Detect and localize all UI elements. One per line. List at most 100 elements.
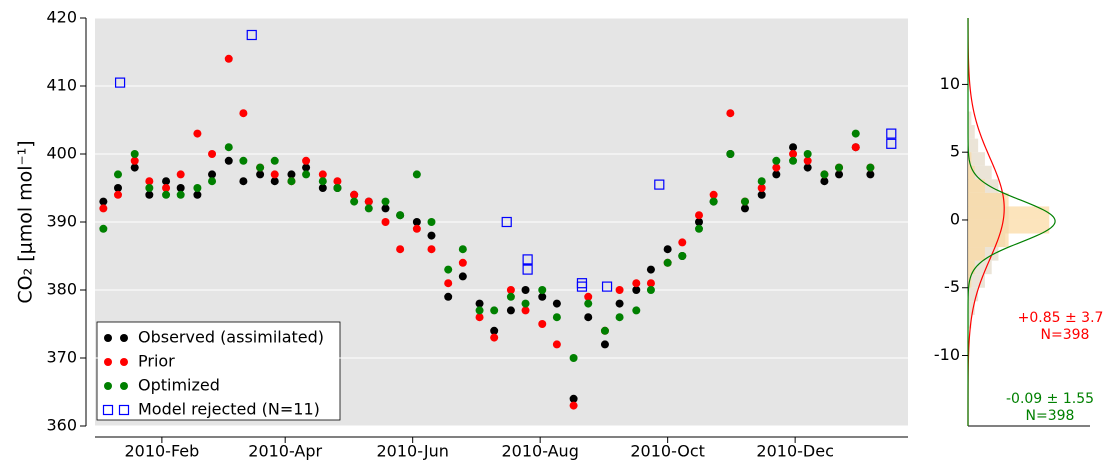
legend-marker (120, 382, 128, 390)
point (318, 184, 327, 192)
point (427, 245, 436, 254)
y-axis-label: CO₂ [μmol mol⁻¹] (15, 140, 37, 303)
point (820, 170, 829, 179)
point (412, 224, 421, 233)
point (678, 238, 687, 247)
point (224, 143, 233, 152)
point (538, 286, 547, 294)
point (521, 306, 530, 315)
point (113, 170, 122, 179)
y-tick-label: 380 (46, 280, 77, 299)
y-tick-label: 0 (950, 209, 960, 228)
legend-box (96, 321, 341, 421)
point (475, 299, 484, 308)
point (381, 197, 390, 206)
point (162, 184, 171, 192)
legend-label: Model rejected (N=11) (138, 400, 320, 419)
rejected-marker (114, 77, 126, 88)
point (458, 272, 467, 281)
point (709, 190, 718, 199)
histogram-bar (968, 314, 972, 329)
point (302, 170, 311, 179)
point (270, 170, 279, 179)
point (851, 129, 860, 138)
point (695, 218, 704, 226)
point (803, 163, 812, 172)
legend-marker (118, 404, 130, 416)
point (538, 292, 547, 301)
point (569, 394, 578, 403)
point (646, 265, 655, 274)
point (490, 306, 499, 315)
histogram-bar (968, 165, 975, 180)
point (145, 184, 154, 192)
point (475, 306, 484, 315)
point (239, 109, 248, 118)
point (866, 163, 875, 172)
point (396, 211, 405, 220)
count-label: N=398 (1026, 408, 1075, 424)
point (646, 286, 655, 294)
stats-label: -0.09 ± 1.55 (1006, 391, 1094, 407)
point (506, 286, 515, 294)
histogram-bar (968, 233, 1009, 248)
point (176, 190, 185, 199)
point (521, 299, 530, 308)
y-tick-label: -5 (944, 277, 960, 296)
point (287, 177, 296, 186)
point (789, 150, 798, 158)
point (444, 292, 453, 301)
point (584, 299, 593, 308)
point (615, 313, 624, 322)
y-tick-label: 360 (46, 416, 77, 435)
point (208, 170, 217, 179)
y-tick-label: 400 (46, 144, 77, 163)
point (427, 231, 436, 240)
histogram-bar (968, 125, 975, 139)
point (678, 252, 687, 260)
rejected-marker (601, 281, 613, 292)
x-tick-label: 2010-Apr (248, 442, 322, 461)
point (239, 156, 248, 165)
point (772, 156, 781, 165)
point (600, 326, 609, 335)
point (820, 177, 829, 186)
point (475, 313, 484, 322)
histogram-bar (968, 287, 979, 302)
point (851, 143, 860, 152)
point (145, 190, 154, 199)
rejected-marker (886, 138, 897, 149)
point (350, 190, 359, 199)
point (569, 401, 578, 410)
point (318, 177, 327, 186)
point (789, 143, 798, 152)
histogram-bar (968, 260, 975, 275)
point (113, 184, 122, 192)
histogram-bar (968, 274, 985, 288)
rejected-marker (886, 128, 897, 139)
point (239, 177, 248, 186)
point (256, 163, 265, 172)
legend-marker (104, 358, 112, 366)
point (193, 129, 202, 138)
stats-label: +0.85 ± 3.73 (1018, 310, 1103, 326)
point (130, 163, 139, 172)
legend-label: Observed (assimilated) (138, 328, 324, 347)
point (695, 224, 704, 233)
histogram-bar (968, 301, 975, 315)
y-tick-label: 420 (46, 8, 77, 27)
point (130, 156, 139, 165)
point (632, 306, 641, 315)
point (176, 170, 185, 179)
point (615, 299, 624, 308)
point (302, 163, 311, 172)
legend-marker (120, 334, 128, 342)
point (427, 218, 436, 226)
point (726, 109, 735, 118)
point (772, 163, 781, 172)
point (663, 245, 672, 254)
legend-marker (104, 382, 112, 390)
point (333, 177, 342, 186)
histogram-bar (968, 138, 979, 153)
y-tick-label: 10 (940, 74, 960, 93)
